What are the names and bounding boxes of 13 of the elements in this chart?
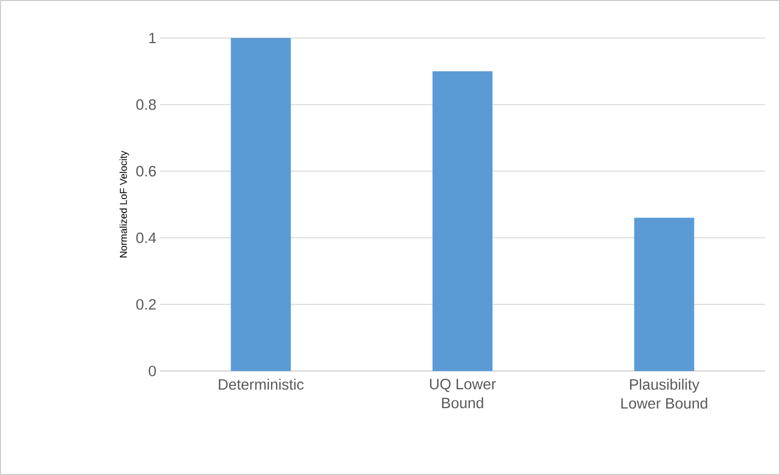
bar bbox=[230, 38, 291, 371]
x-tick-label: Deterministic bbox=[218, 378, 304, 390]
y-axis-title: Normalized LoF Velocity bbox=[120, 150, 129, 258]
bar bbox=[432, 71, 493, 371]
y-tick-label: 0.4 bbox=[136, 232, 156, 244]
y-tick-label: 0 bbox=[148, 366, 156, 376]
y-tick-label: 0.8 bbox=[136, 99, 156, 110]
x-tick-label: Plausibility Lower Bound bbox=[621, 378, 708, 409]
y-tick-label: 0.2 bbox=[136, 299, 156, 310]
y-tick-label: 1 bbox=[149, 32, 156, 44]
bar bbox=[634, 218, 694, 371]
x-tick-label: UQ Lower Bound bbox=[430, 378, 496, 408]
y-tick-label: 0.6 bbox=[136, 166, 156, 176]
